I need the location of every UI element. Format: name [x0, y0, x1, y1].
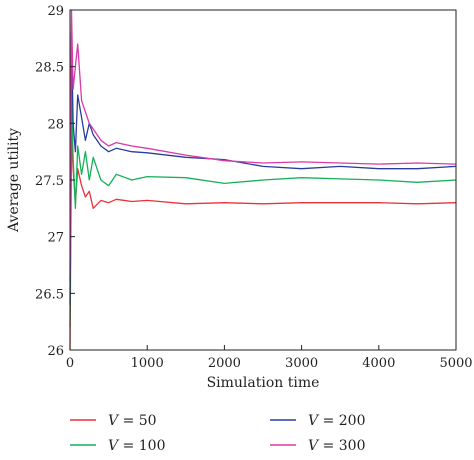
- y-axis: 26 26.5 27 27.5 28 28.5 29: [35, 4, 75, 359]
- x-tick-label: 2000: [208, 356, 241, 371]
- plot-area: [69, 9, 457, 351]
- y-tick-label: 26: [47, 344, 64, 359]
- legend-value: = 300: [318, 438, 365, 454]
- legend-value: = 50: [118, 413, 156, 429]
- x-axis: 0 1000 2000 3000 4000 5000: [66, 345, 473, 371]
- legend-label: V = 200: [308, 413, 365, 429]
- legend-item: V = 100: [70, 438, 165, 454]
- legend-variable: V: [108, 413, 120, 429]
- series-line-3: [69, 32, 457, 305]
- y-tick-label: 29: [47, 4, 64, 19]
- y-tick-label: 28.5: [35, 61, 64, 76]
- x-tick-label: 4000: [362, 356, 395, 371]
- legend-variable: V: [108, 438, 120, 454]
- legend-value: = 200: [318, 413, 365, 429]
- y-axis-title: Average utility: [6, 128, 22, 233]
- legend-item: V = 50: [70, 413, 157, 429]
- legend-label: V = 300: [308, 438, 365, 454]
- y-tick-label: 27.5: [35, 174, 64, 189]
- series-line-2: [69, 88, 457, 328]
- series-line-4: [69, 9, 457, 283]
- x-tick-label: 3000: [285, 356, 318, 371]
- legend-item: V = 200: [270, 413, 365, 429]
- y-tick-label: 28: [47, 117, 64, 132]
- x-tick-label: 5000: [439, 356, 472, 371]
- x-axis-title: Simulation time: [207, 375, 320, 391]
- series-layer: [69, 9, 457, 351]
- legend-label: V = 50: [108, 413, 157, 429]
- legend-item: V = 300: [270, 438, 365, 454]
- legend-label: V = 100: [108, 438, 165, 454]
- legend-variable: V: [308, 438, 320, 454]
- x-tick-label: 0: [66, 356, 74, 371]
- y-tick-label: 26.5: [35, 287, 64, 302]
- legend-variable: V: [308, 413, 320, 429]
- y-tick-label: 27: [47, 231, 64, 246]
- legend-value: = 100: [118, 438, 165, 454]
- x-tick-label: 1000: [131, 356, 164, 371]
